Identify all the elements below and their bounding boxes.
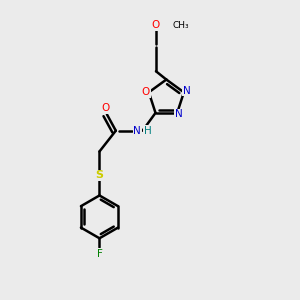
Text: O: O	[101, 103, 110, 113]
Text: N: N	[183, 86, 191, 96]
Text: N: N	[133, 126, 141, 136]
Text: H: H	[144, 126, 152, 136]
Text: O: O	[152, 20, 160, 30]
Text: S: S	[95, 170, 104, 180]
Text: CH₃: CH₃	[172, 21, 189, 30]
Text: O: O	[142, 87, 150, 97]
Text: F: F	[97, 249, 102, 259]
Text: N: N	[175, 110, 182, 119]
